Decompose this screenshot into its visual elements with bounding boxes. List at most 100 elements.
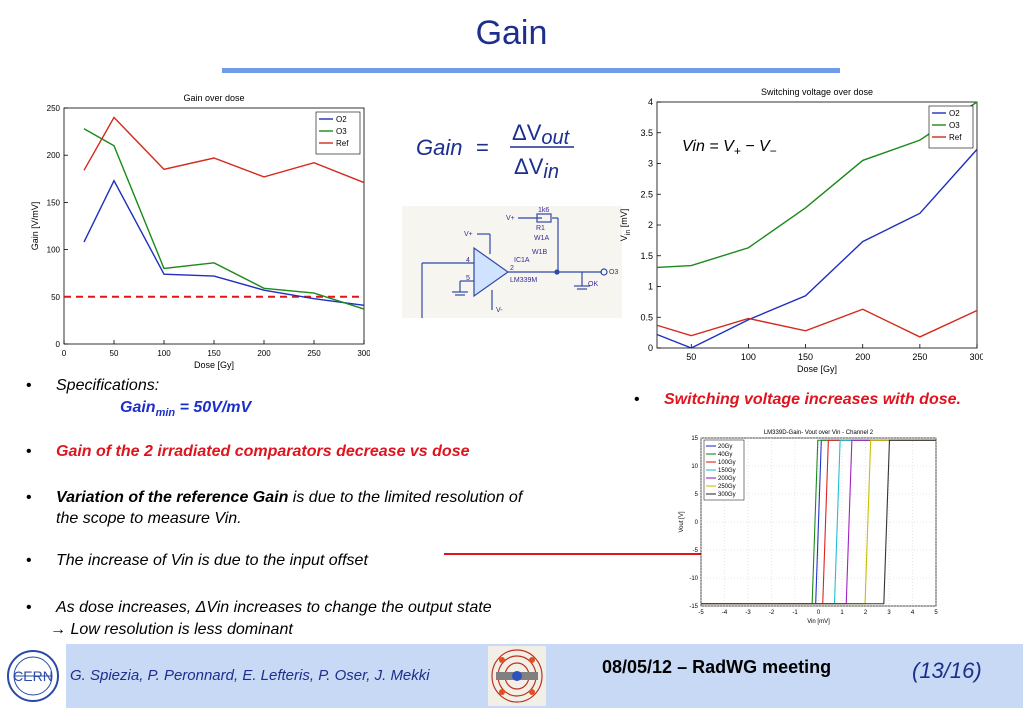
- spec-gain-value: Gainmin = 50V/mV: [120, 399, 252, 420]
- x-axis-label: Vin [mV]: [807, 619, 830, 625]
- series-line-o2: [656, 148, 978, 349]
- x-tick-label: 100: [741, 352, 756, 362]
- chart-title: Switching voltage over dose: [761, 87, 873, 97]
- y-tick-label: -5: [693, 548, 699, 554]
- label-w1b: W1B: [532, 249, 548, 256]
- x-tick-label: 50: [110, 349, 119, 358]
- legend-label-o2: O2: [949, 109, 960, 118]
- y-tick-label: 250: [47, 104, 61, 113]
- label-pin5: 5: [466, 275, 470, 282]
- cern-logo: CERN: [7, 650, 59, 702]
- x-tick-label: 1: [840, 610, 844, 616]
- label-pin2: 2: [510, 265, 514, 272]
- y-tick-label: 1.5: [640, 251, 653, 261]
- bullet-specifications: • Specifications:: [26, 377, 160, 394]
- x-tick-label: -2: [769, 610, 775, 616]
- y-tick-label: 5: [695, 492, 699, 498]
- legend-label-100gy: 100Gy: [718, 460, 736, 466]
- x-tick-label: 150: [207, 349, 221, 358]
- y-tick-label: 200: [47, 151, 61, 160]
- x-tick-label: -3: [745, 610, 751, 616]
- series-line-ref: [83, 116, 365, 184]
- y-axis-label: Vin [mV]: [619, 209, 632, 241]
- x-tick-label: 0: [62, 349, 67, 358]
- bullet-reference-variation: • Variation of the reference Gain is due…: [26, 489, 523, 527]
- x-tick-label: 2: [864, 610, 868, 616]
- x-tick-label: 4: [911, 610, 915, 616]
- x-tick-label: 150: [798, 352, 813, 362]
- series-line-o2: [83, 179, 365, 306]
- vin-formula: Vin = V+ − V−: [682, 138, 777, 158]
- gain-formula: Gain = ΔVout ΔVin: [416, 120, 574, 183]
- y-tick-label: 3: [648, 159, 653, 169]
- x-tick-label: -4: [722, 610, 728, 616]
- x-tick-label: 200: [257, 349, 271, 358]
- bullet-reference-variation-rest: is due to the limited resolution of: [288, 489, 523, 506]
- y-tick-label: -15: [689, 604, 698, 610]
- label-vminus: V-: [496, 307, 503, 314]
- y-axis-label: Vout [V]: [679, 511, 685, 532]
- legend-label-ref: Ref: [949, 133, 962, 142]
- comparator-circuit-schematic: V+ 1k6 R1 W1A W1B V+ IC1A LM339M 4 5 2 V…: [402, 206, 622, 318]
- bullet-dose-increase-line1: As dose increases, ΔVin increases to cha…: [56, 599, 492, 616]
- formula-numerator: ΔVout: [512, 120, 571, 149]
- bullet-vin-increase: • The increase of Vin is due to the inpu…: [26, 552, 368, 569]
- y-tick-label: 0: [648, 343, 653, 353]
- label-ic-part: LM339M: [510, 277, 537, 284]
- bullet-dose-increase-line2: → Low resolution is less dominant: [50, 621, 293, 638]
- series-line-ref: [656, 308, 978, 338]
- x-tick-label: 5: [934, 610, 938, 616]
- x-axis-label: Dose [Gy]: [194, 360, 234, 370]
- x-tick-label: 100: [157, 349, 171, 358]
- legend-label-40gy: 40Gy: [718, 452, 732, 458]
- bullet-dose-increase: • As dose increases, ΔVin increases to c…: [26, 599, 492, 638]
- series-line-o3: [656, 101, 978, 269]
- bullet-switching-voltage: • Switching voltage increases with dose.: [634, 391, 961, 408]
- bullet-reference-variation-line2: the scope to measure Vin.: [56, 510, 242, 527]
- label-resistor-value: 1k6: [538, 207, 549, 214]
- legend-label-o2: O2: [336, 115, 347, 124]
- y-tick-label: -10: [689, 576, 698, 582]
- formula-denominator: ΔVin: [514, 154, 559, 183]
- legend-label-o3: O3: [949, 121, 960, 130]
- y-tick-label: 50: [51, 293, 60, 302]
- series-line-300gy: [701, 439, 936, 605]
- y-tick-label: 0: [695, 520, 699, 526]
- x-tick-label: -5: [698, 610, 704, 616]
- legend-label-250gy: 250Gy: [718, 484, 736, 490]
- legend-label-200gy: 200Gy: [718, 476, 736, 482]
- vout-over-vin-chart: LM339D-Gain- Vout over Vin - Channel 2 -5…: [679, 430, 938, 625]
- radwg-logo: [488, 646, 546, 706]
- legend-label-ref: Ref: [336, 139, 349, 148]
- footer-page-number: (13/16): [912, 658, 982, 683]
- label-vplus-top: V+: [506, 215, 515, 222]
- bullet-switching-voltage-text: Switching voltage increases with dose.: [664, 391, 961, 408]
- x-tick-label: 250: [307, 349, 321, 358]
- label-resistor-name: R1: [536, 225, 545, 232]
- y-tick-label: 0.5: [640, 312, 653, 322]
- switching-voltage-chart: Switching voltage over dose 50 100 150 200 25…: [619, 87, 983, 374]
- title-divider: [222, 68, 840, 73]
- plot-area: [656, 101, 978, 349]
- x-tick-label: 50: [686, 352, 696, 362]
- page-title: Gain: [475, 14, 548, 52]
- label-vplus-left: V+: [464, 231, 473, 238]
- x-axis-label: Dose [Gy]: [797, 364, 837, 374]
- gain-over-dose-chart: Gain over dose 0 50 100 150 200 250 300 0 50 100 15…: [30, 93, 370, 370]
- y-tick-label: 4: [648, 97, 653, 107]
- bullet-vin-increase-text: The increase of Vin is due to the input …: [56, 552, 368, 569]
- series-line-o3: [83, 128, 365, 310]
- y-tick-label: 3.5: [640, 128, 653, 138]
- y-tick-label: 10: [691, 464, 698, 470]
- y-tick-label: 0: [56, 340, 61, 349]
- legend-label-20gy: 20Gy: [718, 444, 732, 450]
- formula-lhs: Gain: [416, 135, 462, 160]
- y-tick-label: 150: [47, 198, 61, 207]
- schematic-background: [402, 206, 622, 318]
- x-tick-label: 200: [855, 352, 870, 362]
- x-tick-label: 250: [912, 352, 927, 362]
- bullet-gain-decrease-text: Gain of the 2 irradiated comparators dec…: [56, 443, 470, 460]
- vin-formula-text: Vin = V+ − V−: [682, 138, 777, 158]
- chart-title: LM339D-Gain- Vout over Vin - Channel 2: [764, 430, 874, 436]
- x-tick-label: 300: [357, 349, 370, 358]
